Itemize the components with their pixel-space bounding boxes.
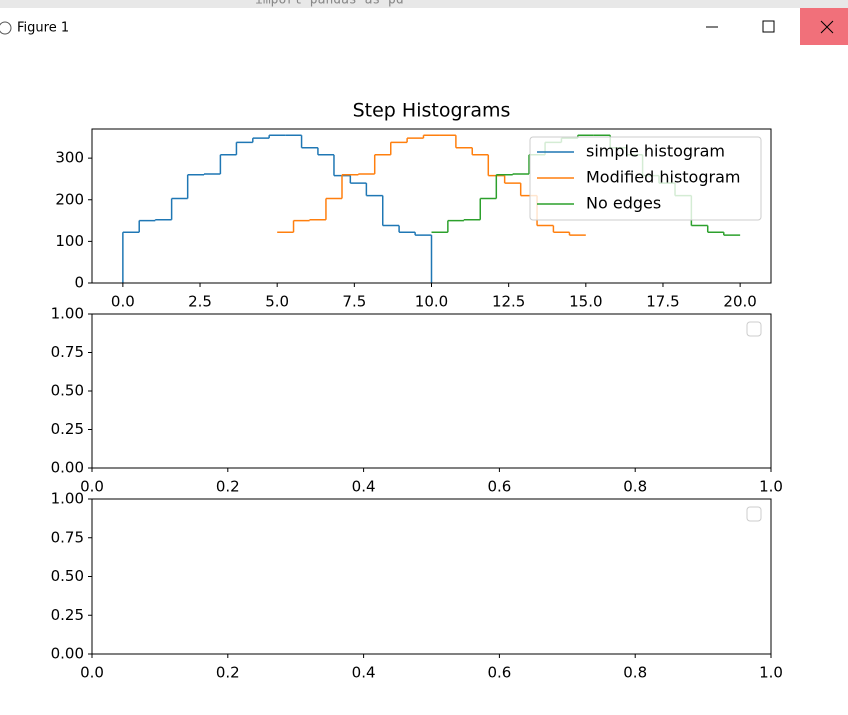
y-tick-label: 0.25 [51, 606, 84, 624]
x-tick-label: 2.5 [188, 293, 212, 311]
y-tick-label: 0.00 [51, 459, 84, 477]
x-tick-label: 0.0 [80, 664, 104, 682]
y-tick-label: 1.00 [51, 490, 84, 508]
app-icon [0, 21, 12, 35]
y-tick-label: 0 [74, 274, 84, 292]
x-tick-label: 20.0 [723, 293, 756, 311]
x-tick-label: 12.5 [492, 293, 525, 311]
axes-frame [91, 128, 772, 284]
x-tick-label: 0.0 [80, 478, 104, 496]
y-tick-label: 200 [55, 190, 84, 208]
axes-frame [91, 313, 772, 469]
window-title: Figure 1 [17, 21, 69, 36]
background-text: import pandas as pd [255, 0, 404, 8]
y-tick-label: 0.75 [51, 343, 84, 361]
background-strip [0, 0, 848, 8]
axes-frame [91, 498, 772, 655]
x-tick-label: 5.0 [265, 293, 289, 311]
y-tick-label: 300 [55, 149, 84, 167]
y-tick-label: 0.50 [51, 567, 84, 585]
y-tick-label: 0.75 [51, 528, 84, 546]
legend-label: simple histogram [586, 142, 725, 161]
x-tick-label: 0.2 [216, 478, 240, 496]
legend-box [746, 506, 762, 522]
x-tick-label: 0.6 [487, 478, 511, 496]
x-tick-label: 1.0 [759, 664, 783, 682]
x-tick-label: 0.2 [216, 664, 240, 682]
x-tick-label: 17.5 [646, 293, 679, 311]
x-tick-label: 1.0 [759, 478, 783, 496]
legend-box [529, 136, 762, 221]
x-tick-label: 15.0 [569, 293, 602, 311]
y-tick-label: 0.00 [51, 645, 84, 663]
y-tick-label: 0.50 [51, 382, 84, 400]
legend-label: No edges [586, 194, 661, 213]
x-tick-label: 0.0 [111, 293, 135, 311]
x-tick-label: 0.4 [352, 478, 376, 496]
maximize-button[interactable] [762, 20, 775, 33]
x-tick-label: 0.4 [352, 664, 376, 682]
x-tick-label: 10.0 [415, 293, 448, 311]
legend-label: Modified histogram [586, 168, 740, 187]
close-button[interactable] [800, 8, 848, 45]
chart-title: Step Histograms [353, 100, 511, 122]
close-icon [820, 20, 834, 34]
y-tick-label: 0.25 [51, 420, 84, 438]
y-tick-label: 100 [55, 232, 84, 250]
legend-box [746, 321, 762, 337]
y-tick-label: 1.00 [51, 305, 84, 323]
x-tick-label: 0.8 [623, 478, 647, 496]
x-tick-label: 0.8 [623, 664, 647, 682]
x-tick-label: 7.5 [342, 293, 366, 311]
x-tick-label: 0.6 [487, 664, 511, 682]
